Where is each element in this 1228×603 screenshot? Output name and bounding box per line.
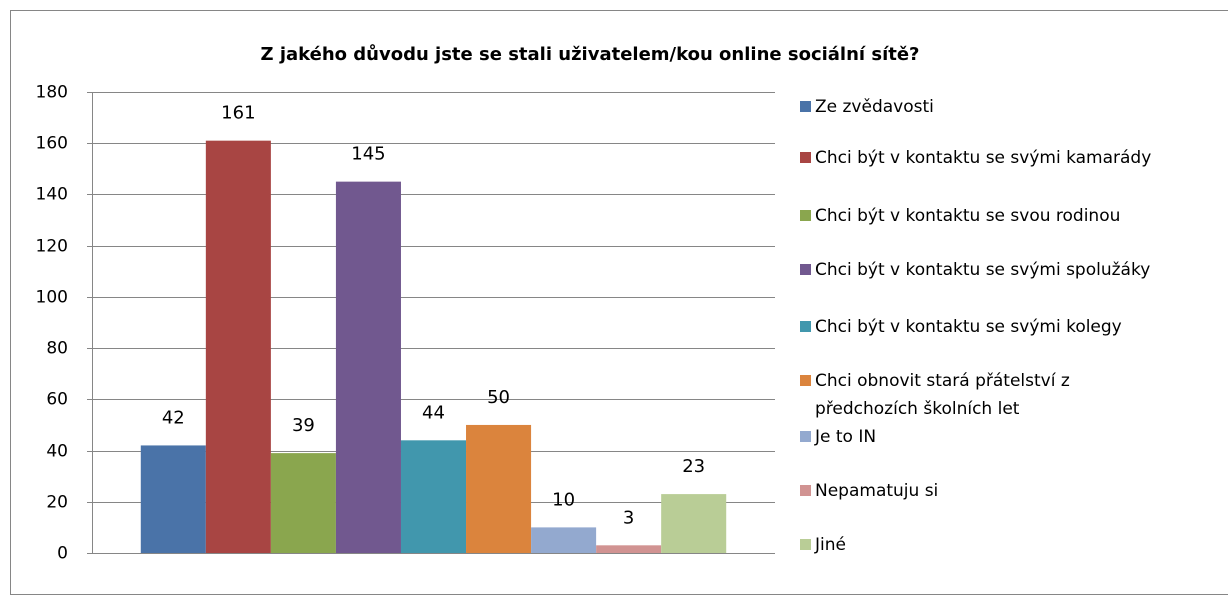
y-tick-label: 180 <box>36 83 68 103</box>
bar <box>466 424 532 553</box>
y-tick-label: 100 <box>36 288 68 308</box>
legend-swatch <box>800 101 811 112</box>
legend-label: Chci obnovit stará přátelství z předchoz… <box>815 371 1075 419</box>
legend-swatch <box>800 485 811 496</box>
legend-swatch <box>800 210 811 221</box>
bar <box>205 140 271 553</box>
legend-swatch <box>800 321 811 332</box>
bar <box>531 527 597 553</box>
y-tick-label: 60 <box>46 390 68 410</box>
chart-title: Z jakého důvodu jste se stali uživatelem… <box>261 43 920 65</box>
legend-label: Chci být v kontaktu se svými spolužáky <box>815 260 1150 280</box>
bar <box>661 494 727 553</box>
value-label: 3 <box>623 507 634 528</box>
value-label: 10 <box>552 489 575 510</box>
legend-label: Jiné <box>814 535 846 555</box>
value-label: 44 <box>422 402 445 423</box>
value-label: 42 <box>162 407 185 428</box>
value-label: 145 <box>351 144 385 165</box>
y-tick-label: 20 <box>46 493 68 513</box>
bar <box>596 545 662 553</box>
legend-label: Nepamatuju si <box>815 481 938 501</box>
value-label: 50 <box>487 387 510 408</box>
legend-swatch <box>800 264 811 275</box>
legend-label: Je to IN <box>814 427 876 447</box>
legend-label: Chci být v kontaktu se svými kolegy <box>815 317 1122 337</box>
bar <box>400 440 467 553</box>
bar <box>270 453 336 553</box>
y-tick-label: 120 <box>36 237 68 257</box>
y-tick-label: 40 <box>46 442 68 462</box>
bar <box>335 181 401 553</box>
legend-swatch <box>800 539 811 550</box>
value-label: 39 <box>292 415 315 436</box>
legend-label: Chci být v kontaktu se svou rodinou <box>815 206 1120 226</box>
y-tick-label: 0 <box>57 544 68 564</box>
bar <box>140 445 206 553</box>
y-tick-label: 80 <box>46 339 68 359</box>
y-tick-label: 140 <box>36 185 68 205</box>
legend-label: Chci být v kontaktu se svými kamarády <box>815 148 1151 168</box>
legend-label: Ze zvědavosti <box>815 97 934 117</box>
legend-swatch <box>800 375 811 386</box>
legend-swatch <box>800 152 811 163</box>
value-label: 161 <box>221 103 255 124</box>
legend-swatch <box>800 431 811 442</box>
value-label: 23 <box>682 456 705 477</box>
y-tick-label: 160 <box>36 134 68 154</box>
